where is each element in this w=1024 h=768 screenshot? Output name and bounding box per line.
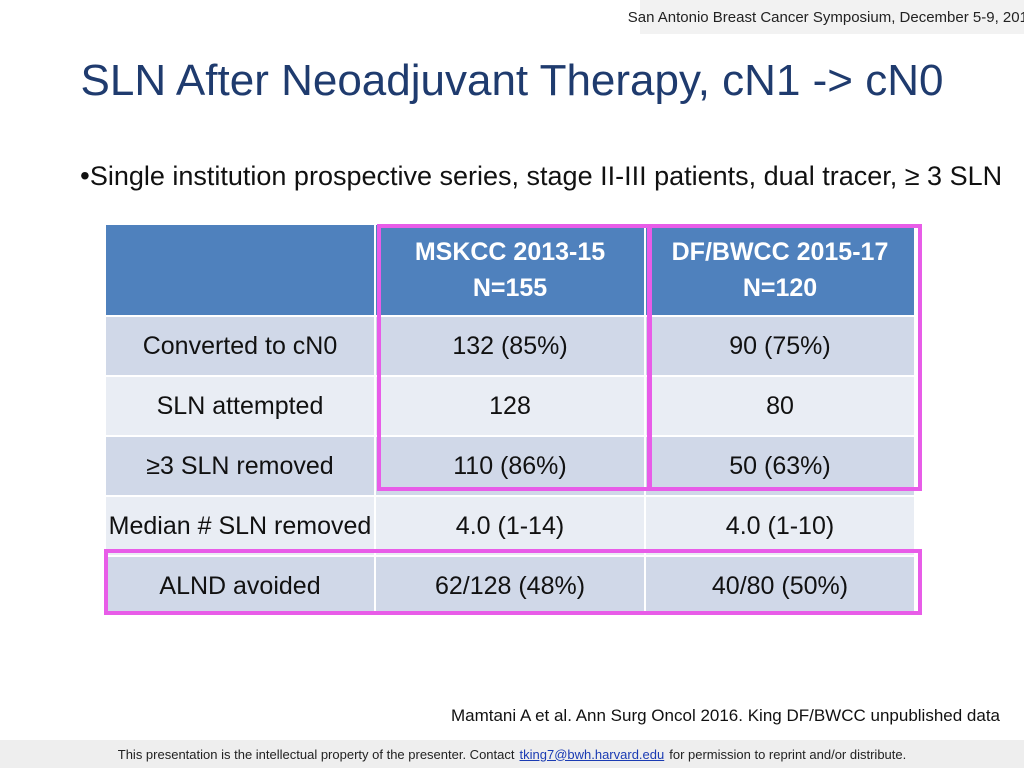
row-label: SLN attempted [104,375,376,437]
bullet-icon: • [80,160,90,191]
header-mskcc-n: N=155 [472,274,548,302]
row-label: ALND avoided [104,555,376,617]
table-row: ≥3 SLN removed 110 (86%) 50 (63%) [104,435,916,497]
header-dfbwcc-name: DF/BWCC 2015-17 [671,238,889,266]
mskcc-value: 62/128 (48%) [374,555,646,617]
table-header-row: MSKCC 2013-15 N=155 DF/BWCC 2015-17 N=12… [104,223,916,317]
table-row: SLN attempted 128 80 [104,375,916,437]
mskcc-value: 4.0 (1-14) [374,495,646,557]
footer-bar: This presentation is the intellectual pr… [0,740,1024,768]
bullet-text: Single institution prospective series, s… [89,160,1003,191]
slide-title: SLN After Neoadjuvant Therapy, cN1 -> cN… [80,56,944,105]
header-empty-cell [104,223,376,317]
contact-email-link[interactable]: tking7@bwh.harvard.edu [519,746,665,762]
row-label: ≥3 SLN removed [104,435,376,497]
dfbwcc-value: 4.0 (1-10) [644,495,916,557]
results-table: MSKCC 2013-15 N=155 DF/BWCC 2015-17 N=12… [104,223,916,617]
table-row: Median # SLN removed 4.0 (1-14) 4.0 (1-1… [104,495,916,557]
dfbwcc-value: 80 [644,375,916,437]
table-row: ALND avoided 62/128 (48%) 40/80 (50%) [104,555,916,617]
header-mskcc: MSKCC 2013-15 N=155 [374,223,646,317]
citation: Mamtani A et al. Ann Surg Oncol 2016. Ki… [450,706,1000,725]
row-label: Converted to cN0 [104,315,376,377]
header-dfbwcc-n: N=120 [742,274,818,302]
bullet-point: • Single institution prospective series,… [80,160,1002,192]
header-mskcc-name: MSKCC 2013-15 [414,238,606,266]
mskcc-value: 110 (86%) [374,435,646,497]
conference-tag: San Antonio Breast Cancer Symposium, Dec… [628,0,1024,34]
row-label: Median # SLN removed [104,495,376,557]
mskcc-value: 128 [374,375,646,437]
footer-text-before: This presentation is the intellectual pr… [117,746,515,762]
table-row: Converted to cN0 132 (85%) 90 (75%) [104,315,916,377]
footer-text-after: for permission to reprint and/or distrib… [669,746,907,762]
dfbwcc-value: 40/80 (50%) [644,555,916,617]
mskcc-value: 132 (85%) [374,315,646,377]
dfbwcc-value: 90 (75%) [644,315,916,377]
header-dfbwcc: DF/BWCC 2015-17 N=120 [644,223,916,317]
dfbwcc-value: 50 (63%) [644,435,916,497]
